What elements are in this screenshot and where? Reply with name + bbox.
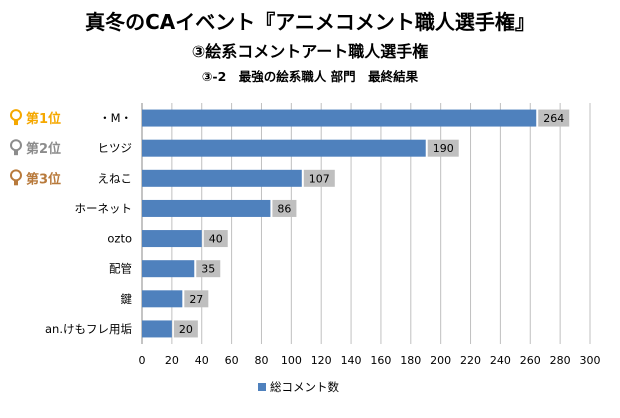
x-tick-label: 100 bbox=[281, 354, 302, 367]
x-tick-label: 260 bbox=[520, 354, 541, 367]
data-label-box bbox=[196, 260, 221, 278]
trophy-icon-stem bbox=[14, 120, 18, 126]
category-label: ホーネット bbox=[75, 201, 133, 215]
category-label: 鍵 bbox=[121, 292, 133, 306]
x-tick-label: 180 bbox=[400, 354, 421, 367]
chart-title: 真冬のCAイベント『アニメコメント職人選手権』 bbox=[85, 10, 535, 34]
trophy-icon-stem bbox=[14, 180, 18, 186]
data-label-box bbox=[538, 109, 570, 127]
x-tick-label: 20 bbox=[165, 354, 179, 367]
category-label: ・M・ bbox=[99, 111, 132, 125]
data-label: 264 bbox=[543, 112, 564, 125]
bar bbox=[142, 199, 271, 217]
data-label: 86 bbox=[277, 202, 291, 215]
x-tick-label: 80 bbox=[254, 354, 268, 367]
rank-label: 第2位 bbox=[26, 141, 61, 157]
bar bbox=[142, 320, 172, 338]
trophy-icon bbox=[10, 169, 22, 182]
bar bbox=[142, 169, 302, 187]
category-label: an.けもフレ用垢 bbox=[45, 322, 132, 336]
bar bbox=[142, 230, 202, 248]
x-tick-label: 220 bbox=[460, 354, 481, 367]
x-tick-label: 40 bbox=[195, 354, 209, 367]
data-label: 40 bbox=[209, 233, 223, 246]
trophy-icon bbox=[10, 139, 22, 152]
data-label: 27 bbox=[189, 293, 203, 306]
x-tick-label: 300 bbox=[580, 354, 601, 367]
data-label-box bbox=[272, 199, 297, 217]
category-label: えねこ bbox=[98, 171, 133, 185]
x-tick-label: 280 bbox=[550, 354, 571, 367]
data-label: 107 bbox=[309, 172, 330, 185]
data-label-box bbox=[203, 230, 228, 248]
legend-label: 総コメント数 bbox=[270, 380, 339, 394]
bar bbox=[142, 260, 195, 278]
chart-section-title: ③-2 最強の絵系職人 部門 最終結果 bbox=[201, 69, 419, 84]
trophy-icon bbox=[10, 109, 22, 122]
data-label-box bbox=[173, 320, 198, 338]
bar bbox=[142, 290, 183, 308]
x-tick-label: 140 bbox=[341, 354, 362, 367]
x-tick-label: 0 bbox=[139, 354, 146, 367]
data-label-box bbox=[303, 169, 335, 187]
chart-subtitle: ③絵系コメントアート職人選手権 bbox=[191, 42, 429, 61]
bar bbox=[142, 139, 426, 157]
x-tick-label: 200 bbox=[430, 354, 451, 367]
rank-label: 第3位 bbox=[26, 171, 61, 187]
rank-label: 第1位 bbox=[26, 111, 61, 127]
category-label: ozto bbox=[107, 232, 132, 246]
data-label: 35 bbox=[201, 263, 215, 276]
data-label-box bbox=[184, 290, 209, 308]
data-label: 190 bbox=[433, 142, 454, 155]
data-label: 20 bbox=[179, 323, 193, 336]
legend-swatch bbox=[258, 383, 266, 391]
category-label: 配管 bbox=[109, 262, 132, 276]
data-label-box bbox=[427, 139, 459, 157]
x-tick-label: 240 bbox=[490, 354, 511, 367]
x-tick-label: 60 bbox=[225, 354, 239, 367]
x-tick-label: 160 bbox=[370, 354, 391, 367]
bar bbox=[142, 109, 537, 127]
trophy-icon-stem bbox=[14, 150, 18, 156]
x-tick-label: 120 bbox=[311, 354, 332, 367]
category-label: ヒツジ bbox=[98, 141, 133, 155]
